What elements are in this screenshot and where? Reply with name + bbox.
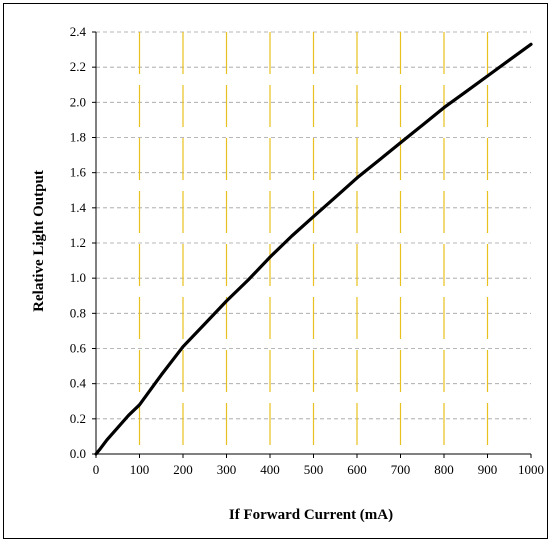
x-tick-label: 200 <box>173 462 193 477</box>
y-tick-labels: 0.0 0.2 0.4 0.6 0.8 1.0 1.2 1.4 1.6 1.8 2.0 2.2 2.4 <box>70 24 87 461</box>
y-tick-label: 0.4 <box>70 376 87 391</box>
y-tick-label: 2.4 <box>70 24 87 39</box>
x-tick-label: 100 <box>130 462 150 477</box>
y-tick-label: 2.0 <box>70 94 86 109</box>
chart-frame <box>3 3 548 539</box>
x-tick-label: 800 <box>434 462 454 477</box>
series <box>94 42 533 456</box>
y-tick-label: 0.0 <box>70 446 86 461</box>
x-tick-labels: 0 100 200 300 400 500 600 700 800 900 1000 <box>93 462 544 477</box>
y-tick-label: 1.8 <box>70 130 86 145</box>
x-tick-label: 500 <box>304 462 324 477</box>
series-line <box>94 42 533 456</box>
y-tick-label: 2.2 <box>70 59 86 74</box>
x-tick-label: 0 <box>93 462 100 477</box>
grid <box>96 31 531 454</box>
y-tick-label: 0.8 <box>70 305 86 320</box>
x-axis-title: If Forward Current (mA) <box>229 507 393 523</box>
axes <box>92 31 532 458</box>
y-tick-label: 0.2 <box>70 411 86 426</box>
y-tick-label: 0.6 <box>70 341 87 356</box>
y-tick-label: 1.6 <box>70 165 87 180</box>
x-tick-label: 900 <box>478 462 498 477</box>
y-tick-label: 1.0 <box>70 270 86 285</box>
x-tick-label: 300 <box>217 462 237 477</box>
x-tick-label: 1000 <box>518 462 544 477</box>
y-tick-label: 1.2 <box>70 235 86 250</box>
x-tick-label: 400 <box>260 462 280 477</box>
y-tick-label: 1.4 <box>70 200 87 215</box>
x-tick-label: 600 <box>347 462 367 477</box>
y-axis-title: Relative Light Output <box>31 170 47 312</box>
x-tick-label: 700 <box>391 462 411 477</box>
